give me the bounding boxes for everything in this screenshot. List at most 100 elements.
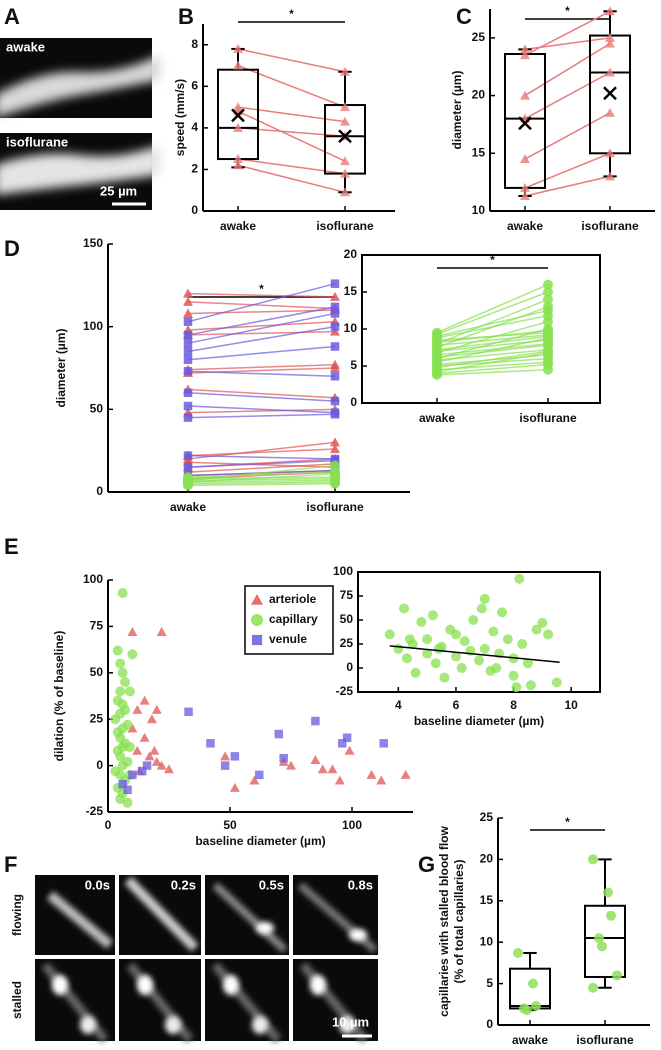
image-grid (35, 875, 378, 1043)
y-axis-label: dilation (% of baseline) (52, 631, 66, 762)
x-tick-label: isoflurane (306, 500, 364, 514)
pair-line (237, 106, 346, 123)
pair-line (237, 64, 346, 108)
marker (127, 723, 138, 733)
marker (543, 294, 553, 305)
x-tick-label: 8 (510, 698, 517, 712)
marker (330, 342, 340, 351)
y-tick-label: 20 (472, 88, 486, 102)
y-tick-label: 25 (340, 636, 354, 650)
marker (416, 616, 427, 627)
legend-label: venule (269, 632, 307, 646)
marker (183, 308, 193, 318)
marker (137, 766, 147, 776)
y-tick-label: 15 (472, 145, 486, 159)
marker (588, 982, 598, 993)
pair-line (187, 345, 336, 361)
image-label: isoflurane (6, 134, 68, 149)
marker (156, 626, 167, 636)
pair-line (436, 309, 549, 338)
x-tick-label: isoflurane (581, 219, 639, 233)
marker (340, 168, 350, 178)
marker (399, 603, 410, 614)
marker (151, 756, 162, 766)
marker (334, 775, 345, 785)
marker (144, 751, 155, 761)
pair-line (187, 413, 336, 419)
pair-line (187, 405, 336, 414)
y-axis-label: diameter (µm) (450, 71, 464, 150)
marker (330, 291, 340, 301)
marker (531, 1000, 541, 1011)
marker (479, 643, 490, 654)
y-tick-label: 10 (344, 321, 358, 335)
pair-line (436, 334, 549, 347)
y-tick-label: 100 (83, 319, 103, 333)
y-tick-label: 25 (480, 810, 494, 824)
marker (337, 739, 347, 748)
marker (520, 154, 530, 164)
pair-line (237, 158, 346, 175)
marker (340, 187, 350, 197)
pair-line (187, 479, 336, 483)
pair-line (436, 298, 549, 345)
pair-line (187, 459, 336, 468)
marker (344, 745, 355, 755)
y-tick-label: 2 (191, 162, 198, 176)
marker (456, 663, 467, 673)
x-tick-label: awake (512, 1033, 548, 1047)
marker (183, 475, 193, 486)
x-tick-label: awake (220, 219, 256, 233)
marker (233, 43, 243, 53)
y-tick-label: 0 (96, 484, 103, 498)
pair-line (524, 71, 611, 120)
y-tick-label: 10 (472, 203, 486, 217)
marker (117, 667, 128, 678)
panel-letter: D (4, 236, 20, 261)
pair-line (524, 42, 611, 97)
pair-line (524, 10, 611, 56)
image-label: awake (6, 39, 45, 54)
pair-line (524, 175, 611, 197)
marker (128, 770, 137, 780)
marker (401, 653, 412, 664)
panel-letter: C (456, 4, 472, 29)
scale-label: 10 µm (332, 1014, 369, 1029)
marker (450, 651, 461, 662)
mean-marker (603, 86, 617, 101)
marker (183, 338, 193, 348)
marker (115, 751, 126, 762)
pair-line (187, 312, 336, 344)
marker (376, 775, 387, 785)
time-label: 0.0s (85, 877, 110, 892)
x-tick-label: awake (507, 219, 543, 233)
marker (522, 658, 533, 669)
pair-line (187, 370, 336, 378)
y-tick-label: 100 (333, 564, 353, 578)
y-tick-label: 5 (350, 358, 357, 372)
marker (115, 658, 126, 669)
y-axis-label: speed (mm/s) (173, 79, 187, 156)
marker (310, 755, 321, 765)
marker (118, 779, 127, 789)
marker (528, 978, 538, 989)
marker (230, 752, 240, 761)
pair-line (436, 337, 549, 364)
marker (588, 854, 598, 865)
marker (605, 107, 615, 117)
x-axis-label: baseline diameter (µm) (195, 834, 325, 848)
y-tick-label: 20 (344, 247, 358, 261)
pair-line (187, 320, 336, 331)
significance-label: * (490, 253, 495, 267)
y-axis-label: capillaries with stalled blood flow (437, 825, 451, 1016)
marker (139, 732, 150, 742)
panel-letter: G (418, 852, 435, 877)
marker (330, 468, 340, 479)
row-label: flowing (10, 894, 24, 936)
marker (439, 672, 450, 683)
marker (330, 478, 340, 489)
marker (400, 769, 411, 779)
marker (183, 367, 193, 376)
mean-marker (231, 108, 245, 123)
significance-label: * (289, 7, 294, 21)
